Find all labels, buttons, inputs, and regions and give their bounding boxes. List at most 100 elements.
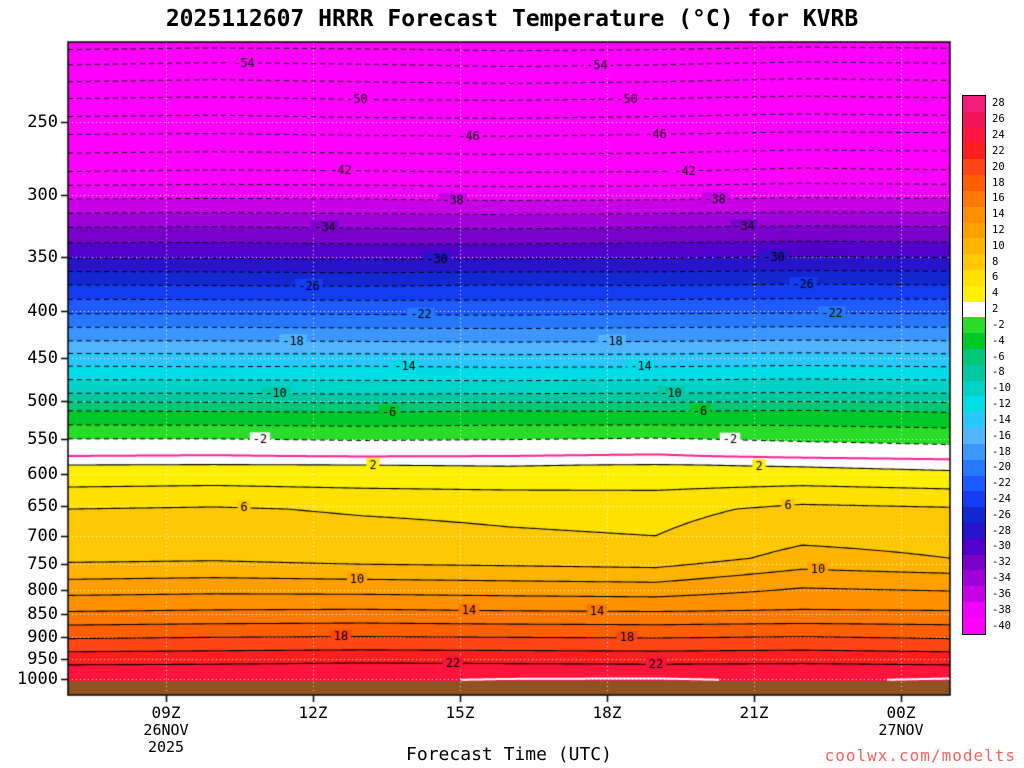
colorbar-cell	[963, 143, 985, 160]
colorbar-cell	[963, 396, 985, 413]
pressure-tick-label: 700	[27, 525, 58, 546]
pressure-tick-label: 800	[27, 579, 58, 600]
colorbar-tick-label: 18	[992, 176, 1005, 189]
date-label: 26NOV	[143, 721, 189, 739]
colorbar-cell	[963, 522, 985, 539]
pressure-tick-label: 900	[27, 626, 58, 647]
time-tick-label: 15Z	[445, 703, 475, 722]
date-label: 27NOV	[878, 721, 924, 739]
colorbar-cell	[963, 538, 985, 555]
watermark-link[interactable]: coolwx.com/modelts	[824, 746, 1016, 765]
colorbar-tick-label: -24	[992, 493, 1011, 505]
pressure-tick-label: 350	[27, 247, 58, 268]
colorbar-tick-label: -26	[992, 508, 1011, 521]
colorbar-tick-label: -32	[992, 556, 1011, 569]
colorbar-cell	[963, 364, 985, 381]
colorbar-tick-label: 6	[992, 271, 999, 284]
pressure-tick-label: 950	[27, 648, 58, 669]
chart-title: 2025112607 HRRR Forecast Temperature (°C…	[165, 6, 859, 32]
time-tick-label: 09Z	[151, 703, 181, 722]
pressure-tick-label: 250	[27, 111, 58, 132]
colorbar-tick-label: 20	[992, 160, 1005, 173]
colorbar-cell	[963, 333, 985, 349]
colorbar-tick-label: 24	[992, 129, 1005, 142]
colorbar-tick-label: 12	[992, 224, 1005, 236]
colorbar-cell	[963, 570, 985, 587]
colorbar-tick-label: -36	[992, 587, 1011, 600]
colorbar-cell	[963, 238, 985, 255]
colorbar-tick-label: 26	[992, 113, 1005, 126]
colorbar-cell	[963, 285, 985, 302]
date-label: 2025	[147, 738, 185, 756]
pressure-tick-label: 450	[27, 348, 58, 369]
colorbar-cell	[963, 111, 985, 128]
pressure-tick-label: 1000	[17, 669, 58, 690]
colorbar-tick-label: -12	[992, 398, 1011, 411]
colorbar-tick-label: 2	[992, 303, 999, 316]
colorbar-tick-label: 22	[992, 144, 1005, 157]
colorbar-tick-label: 10	[992, 239, 1005, 252]
colorbar-tick-label: 14	[992, 208, 1005, 221]
colorbar-cell	[963, 507, 985, 523]
pressure-tick-label: 400	[27, 300, 58, 321]
pressure-tick-label: 500	[27, 390, 58, 411]
colorbar-cell	[963, 586, 985, 602]
colorbar-cell	[963, 301, 985, 318]
colorbar-tick-label: -18	[992, 445, 1011, 458]
colorbar-cell	[963, 428, 985, 444]
colorbar-tick-label: -40	[992, 619, 1011, 632]
colorbar-tick-label: -20	[992, 461, 1011, 474]
colorbar-cell	[963, 159, 985, 176]
colorbar-tick-label: 16	[992, 192, 1005, 205]
x-axis-title: Forecast Time (UTC)	[406, 744, 612, 765]
colorbar-cell	[963, 617, 985, 634]
colorbar-scale	[962, 95, 986, 635]
colorbar-tick-label: -8	[992, 366, 1005, 379]
pressure-tick-label: 550	[27, 428, 58, 449]
colorbar-cell	[963, 254, 985, 270]
colorbar-tick-label: -28	[992, 524, 1011, 537]
colorbar-cell	[963, 380, 985, 397]
colorbar-tick-label: -2	[992, 318, 1005, 331]
colorbar-cell	[963, 222, 985, 239]
colorbar-cell	[963, 459, 985, 476]
pressure-tick-label: 650	[27, 496, 58, 516]
pressure-axis: 250 300 350 400 450 500 550 600 650 700 750 800 850 9…	[0, 0, 62, 768]
colorbar-cell	[963, 443, 985, 460]
colorbar-cell	[963, 554, 985, 571]
colorbar-tick-label: 4	[992, 287, 999, 300]
colorbar-tick-label: -16	[992, 429, 1011, 442]
colorbar-tick-label: -6	[992, 350, 1005, 363]
time-tick-label: 12Z	[298, 703, 328, 722]
colorbar-tick-label: -10	[992, 382, 1011, 395]
colorbar-cell	[963, 269, 985, 286]
pressure-tick-label: 600	[27, 463, 58, 484]
colorbar-cell	[963, 96, 985, 112]
colorbar: 28 26 24 22 20 18 16 14 12 10 8 6 4 2 -2 -4 -6 -8 -10 -12 -1…	[962, 95, 1011, 635]
time-tick-label: 21Z	[739, 703, 769, 722]
colorbar-tick-label: -38	[992, 603, 1011, 616]
time-tick-label: 18Z	[592, 703, 622, 722]
colorbar-tick-label: -4	[992, 334, 1005, 347]
colorbar-cell	[963, 475, 985, 492]
colorbar-tick-label: 28	[992, 97, 1005, 110]
pressure-tick-label: 300	[27, 185, 58, 206]
colorbar-cell	[963, 175, 985, 191]
time-tick-label: 00Z	[886, 703, 916, 722]
colorbar-cell	[963, 127, 985, 144]
colorbar-cell	[963, 491, 985, 508]
colorbar-tick-label: -22	[992, 477, 1011, 490]
colorbar-tick-label: -34	[992, 572, 1011, 585]
colorbar-cell	[963, 317, 985, 334]
colorbar-cell	[963, 190, 985, 207]
pressure-tick-label: 850	[27, 603, 58, 624]
colorbar-tick-label: -14	[992, 413, 1011, 426]
colorbar-cell	[963, 412, 985, 429]
colorbar-tick-label: 8	[992, 255, 999, 268]
colorbar-cell	[963, 349, 985, 365]
pressure-tick-label: 750	[27, 553, 58, 574]
colorbar-cell	[963, 602, 985, 618]
colorbar-tick-label: -30	[992, 540, 1011, 553]
